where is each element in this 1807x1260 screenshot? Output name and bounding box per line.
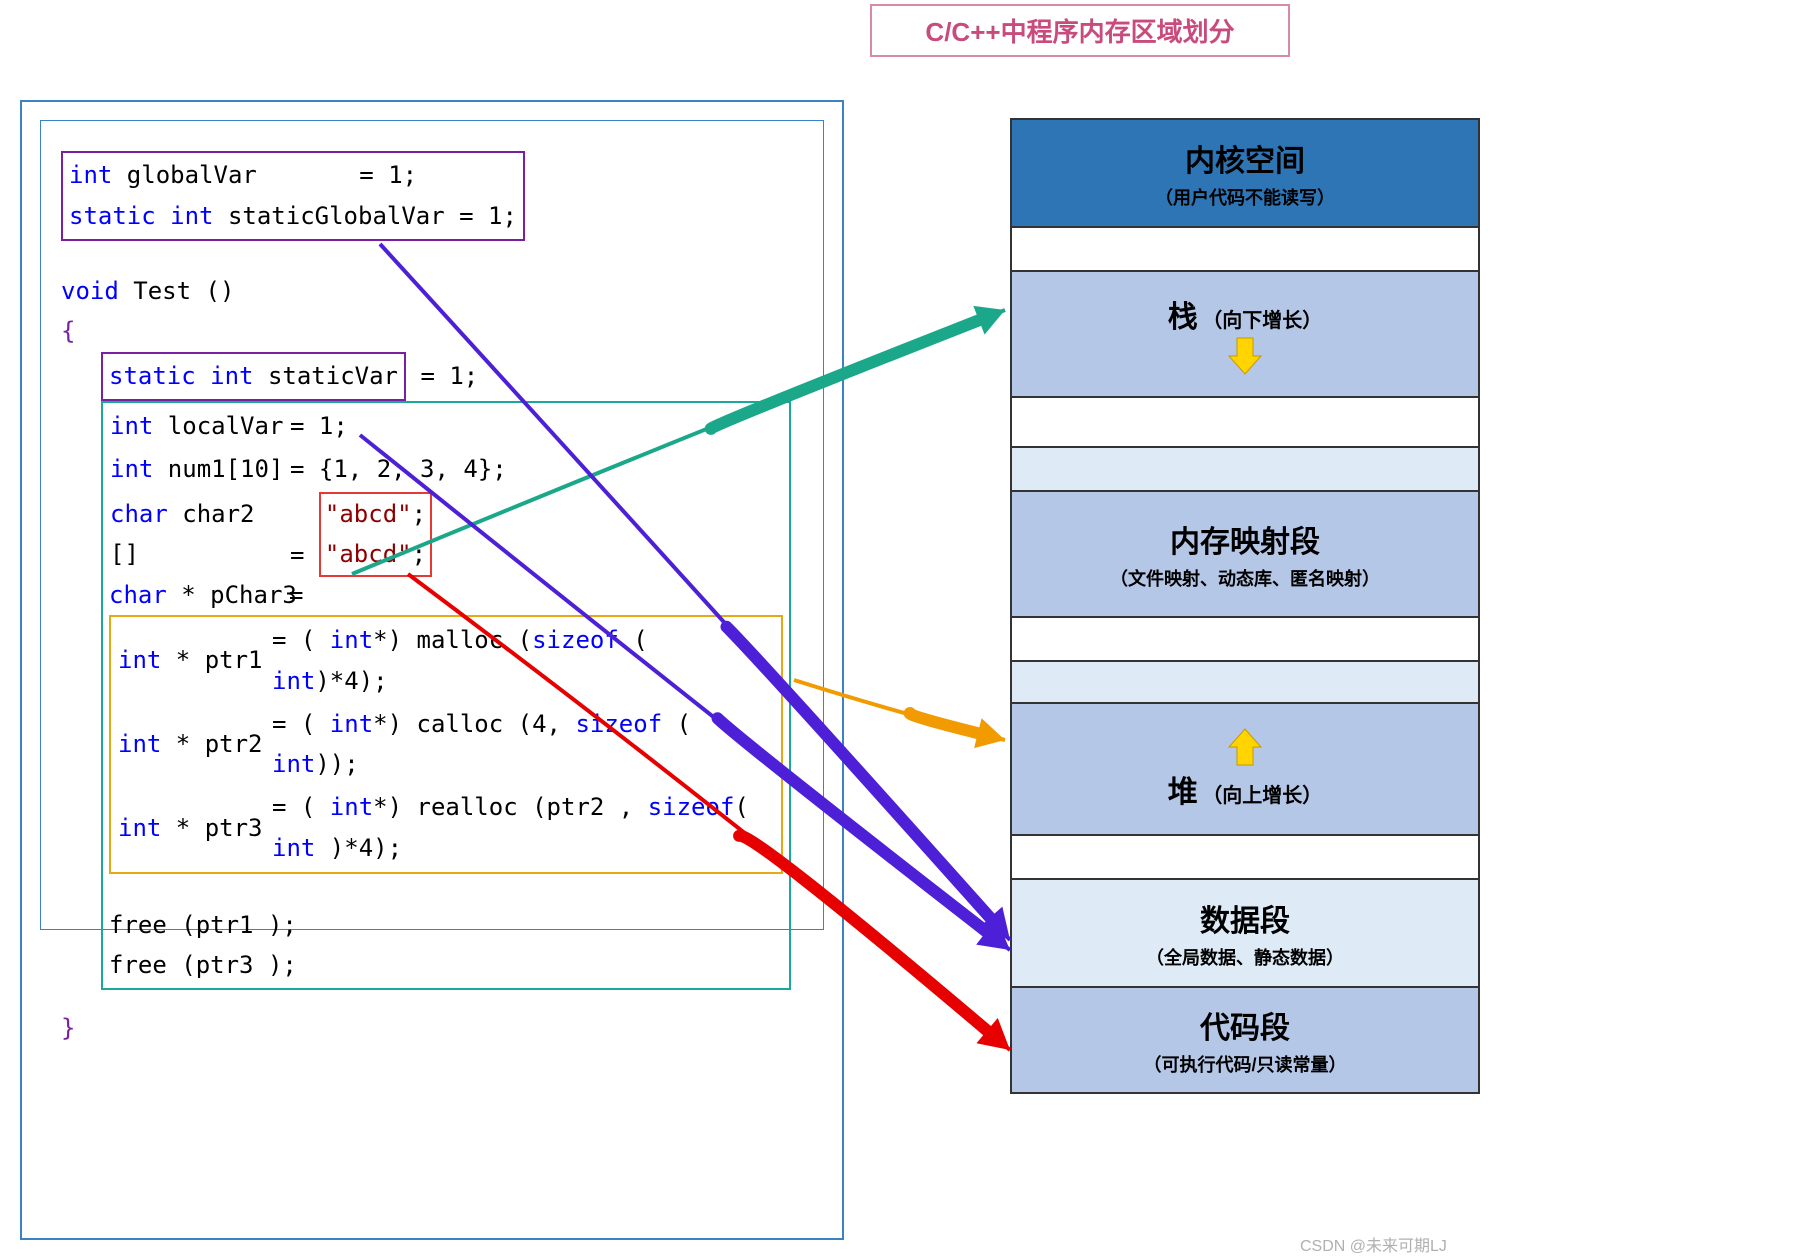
kw-static-int: static int <box>69 202 214 230</box>
kw: int <box>272 750 315 778</box>
memory-region-row: 内核空间 （用户代码不能读写） <box>1010 118 1480 226</box>
diagram-title: C/C++中程序内存区域划分 <box>870 4 1290 57</box>
kw: int <box>330 710 373 738</box>
code-text: = 1; <box>406 362 478 390</box>
code-text: ; <box>412 540 426 568</box>
kw: int <box>330 626 373 654</box>
memory-region-row <box>1010 226 1480 270</box>
code-block: int globalVar = 1; static int staticGlob… <box>40 120 824 930</box>
t: )*4); <box>315 667 387 695</box>
var-localvar: localVar <box>153 412 283 440</box>
code-text: = <box>289 581 303 609</box>
t: ( <box>619 626 648 654</box>
code-heap-box: int * ptr1 = ( int*) malloc (sizeof ( in… <box>109 615 783 874</box>
kw: sizeof <box>648 793 735 821</box>
t: )); <box>315 750 358 778</box>
arrow-up-icon <box>1225 727 1265 767</box>
memory-region-row: 栈 （向下增长） <box>1010 270 1480 396</box>
var-num1: num1[10] <box>153 455 283 483</box>
memory-region-row <box>1010 834 1480 878</box>
code-locals-box: int localVar= 1; int num1[10]= {1, 2, 3,… <box>101 401 791 990</box>
kw: int <box>272 667 315 695</box>
t: )*4); <box>315 834 402 862</box>
kw: sizeof <box>532 626 619 654</box>
t: ( <box>662 710 691 738</box>
kw-int: int <box>110 455 153 483</box>
var-staticglobalvar: staticGlobalVar <box>214 202 445 230</box>
brace-open: { <box>61 317 75 345</box>
memory-region-row: 堆 （向上增长） <box>1010 702 1480 834</box>
kw-char: char <box>109 581 167 609</box>
watermark-text: CSDN @未来可期LJ <box>1300 1238 1447 1255</box>
t: *) realloc (ptr2 , <box>373 793 648 821</box>
memory-region-table: 内核空间 （用户代码不能读写） 栈 （向下增长） 内存映射段 （文件映射、动态库、匿名映… <box>1010 118 1480 1094</box>
code-text: = 1; <box>290 412 348 440</box>
region-sub: （全局数据、静态数据） <box>1146 944 1344 970</box>
code-static-local-box: static int staticVar <box>101 352 406 401</box>
t: *) malloc ( <box>373 626 532 654</box>
t: = ( <box>272 710 330 738</box>
var-ptr3: * ptr3 <box>161 814 262 842</box>
code-text: = <box>290 540 319 568</box>
code-text: = 1; <box>445 202 517 230</box>
memory-region-row <box>1010 660 1480 702</box>
diagram-title-text: C/C++中程序内存区域划分 <box>925 17 1234 47</box>
kw-static-int: static int <box>109 362 254 390</box>
region-sub: （向下增长） <box>1202 310 1322 332</box>
kw: int <box>272 834 315 862</box>
var-ptr2: * ptr2 <box>161 730 262 758</box>
memory-region-row: 代码段 （可执行代码/只读常量） <box>1010 986 1480 1094</box>
region-title: 内存映射段 <box>1170 517 1320 561</box>
stmt-free1: free (ptr1 ); <box>109 911 297 939</box>
code-globals-box: int globalVar = 1; static int staticGlob… <box>61 151 525 241</box>
kw-char: char <box>110 500 168 528</box>
region-sub: （向上增长） <box>1202 785 1322 807</box>
kw-int: int <box>69 161 112 189</box>
memory-region-row: 数据段 （全局数据、静态数据） <box>1010 878 1480 986</box>
t: ( <box>734 793 748 821</box>
t: = ( <box>272 626 330 654</box>
watermark: CSDN @未来可期LJ <box>1300 1232 1447 1256</box>
arrow-down-icon <box>1225 336 1265 376</box>
code-text: = {1, 2, 3, 4}; <box>290 455 507 483</box>
region-title: 内核空间 <box>1185 136 1305 180</box>
region-sub: （文件映射、动态库、匿名映射） <box>1110 565 1380 591</box>
t: *) calloc (4, <box>373 710 575 738</box>
memory-region-row <box>1010 396 1480 446</box>
stmt-free3: free (ptr3 ); <box>109 951 297 979</box>
region-title: 栈 <box>1168 301 1198 334</box>
var-ptr1: * ptr1 <box>161 646 262 674</box>
memory-region-row <box>1010 446 1480 490</box>
t: = ( <box>272 793 330 821</box>
region-sub: （用户代码不能读写） <box>1155 184 1335 210</box>
kw: int <box>118 730 161 758</box>
str-abcd2: "abcd" <box>325 540 412 568</box>
code-text: = 1; <box>345 161 417 189</box>
kw: int <box>330 793 373 821</box>
str-abcd1: "abcd" <box>325 500 412 528</box>
kw: sizeof <box>575 710 662 738</box>
memory-region-row <box>1010 616 1480 660</box>
fn-test: Test () <box>119 277 235 305</box>
brace-close: } <box>61 1014 75 1042</box>
memory-region-row: 内存映射段 （文件映射、动态库、匿名映射） <box>1010 490 1480 616</box>
kw: int <box>118 646 161 674</box>
var-staticvar: staticVar <box>254 362 399 390</box>
kw-void: void <box>61 277 119 305</box>
region-title: 数据段 <box>1200 896 1290 940</box>
region-title: 堆 <box>1168 776 1198 809</box>
var-pchar3: * pChar3 <box>167 581 297 609</box>
kw-int: int <box>110 412 153 440</box>
code-text: ; <box>412 500 426 528</box>
region-title: 代码段 <box>1200 1003 1290 1047</box>
var-globalvar: globalVar <box>112 161 257 189</box>
kw: int <box>118 814 161 842</box>
code-abcd-box: "abcd";"abcd"; <box>319 492 432 578</box>
region-sub: （可执行代码/只读常量） <box>1144 1051 1347 1077</box>
